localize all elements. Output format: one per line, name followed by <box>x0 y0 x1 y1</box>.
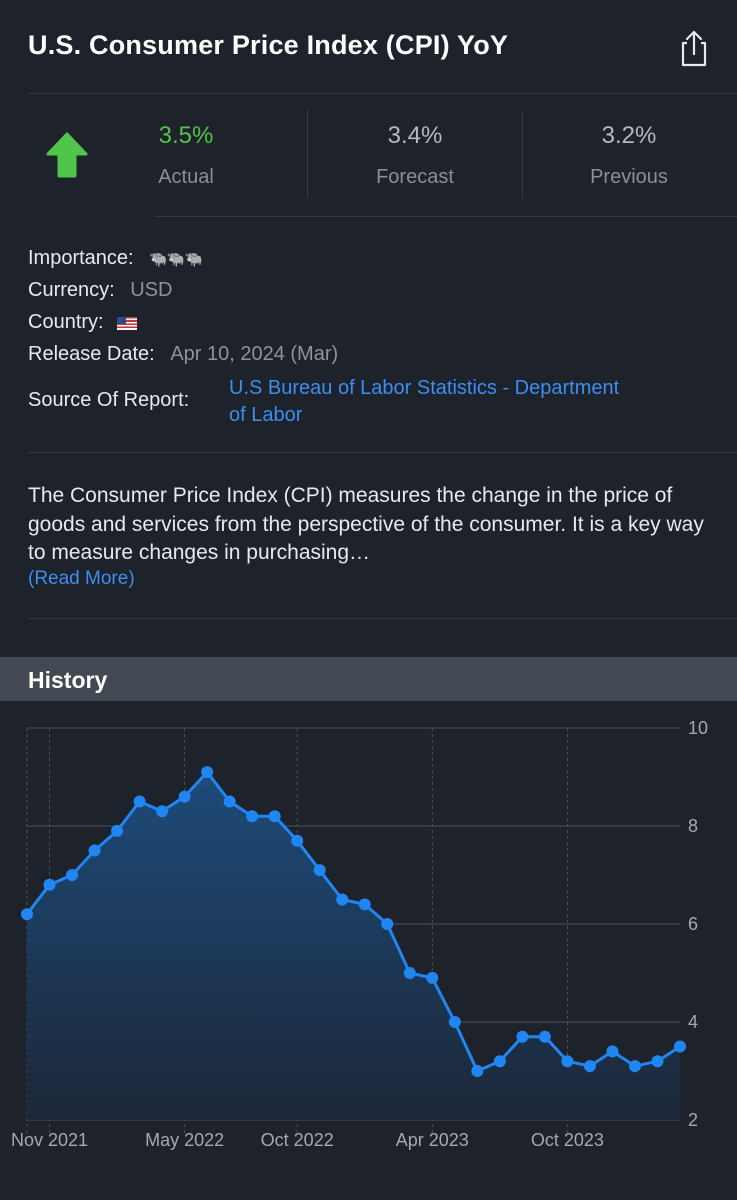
x-tick-label: Oct 2022 <box>261 1130 334 1150</box>
release-date-row: Release Date: Apr 10, 2024 (Mar) <box>28 343 338 366</box>
source-link[interactable]: U.S Bureau of Labor Statistics - Departm… <box>229 375 619 429</box>
currency-label: Currency: <box>28 279 115 301</box>
data-point <box>133 795 146 808</box>
x-tick-label: May 2022 <box>145 1130 224 1150</box>
x-tick-label: Oct 2023 <box>531 1130 604 1150</box>
details-divider <box>28 452 737 453</box>
y-tick-label: 10 <box>688 718 708 738</box>
data-point <box>448 1016 461 1028</box>
data-point <box>313 864 326 877</box>
data-point <box>471 1065 484 1077</box>
stat-divider <box>522 110 523 198</box>
release-date-value: Apr 10, 2024 (Mar) <box>170 343 339 365</box>
data-point <box>156 805 169 818</box>
bull-icon: 🐃🐃🐃 <box>149 251 203 268</box>
actual-label: Actual <box>158 166 214 188</box>
data-point <box>628 1060 641 1073</box>
data-point <box>516 1030 529 1043</box>
release-date-label: Release Date: <box>28 343 155 365</box>
forecast-stat: 3.4% Forecast <box>315 122 515 189</box>
data-point <box>403 967 416 979</box>
history-chart[interactable]: 2 4 6 8 10 Nov 2021 May 2022 Oct 2022 Apr 2023 Oc… <box>0 701 737 1200</box>
forecast-label: Forecast <box>376 166 454 188</box>
importance-label: Importance: <box>28 247 134 269</box>
data-point <box>268 810 281 823</box>
data-point <box>66 869 79 881</box>
description-text: The Consumer Price Index (CPI) measures … <box>28 484 704 564</box>
data-point <box>223 795 236 808</box>
data-point <box>651 1055 664 1068</box>
data-point <box>674 1040 686 1053</box>
stat-divider <box>307 110 308 198</box>
description-divider <box>28 618 737 619</box>
previous-stat: 3.2% Previous <box>529 122 729 189</box>
source-link-line1[interactable]: U.S Bureau of Labor Statistics - Departm… <box>229 377 620 399</box>
page-title: U.S. Consumer Price Index (CPI) YoY <box>28 30 509 60</box>
actual-value: 3.5% <box>158 122 214 149</box>
header-divider <box>28 93 737 94</box>
history-title: History <box>28 667 108 693</box>
y-tick-label: 4 <box>688 1012 698 1032</box>
data-point <box>538 1030 551 1043</box>
currency-row: Currency: USD <box>28 279 173 302</box>
country-row: Country: <box>28 311 138 334</box>
read-more-link[interactable]: (Read More) <box>28 568 135 589</box>
forecast-value: 3.4% <box>387 122 443 149</box>
x-tick-label: Nov 2021 <box>11 1130 88 1150</box>
y-tick-label: 8 <box>688 816 698 836</box>
us-flag-icon <box>117 317 138 330</box>
source-link-line2[interactable]: of Labor <box>229 404 303 426</box>
data-point <box>43 878 56 891</box>
data-point <box>493 1055 506 1068</box>
data-point <box>21 908 33 921</box>
currency-value: USD <box>130 279 173 301</box>
y-tick-label: 2 <box>688 1110 698 1130</box>
y-tick-label: 6 <box>688 914 698 934</box>
data-point <box>178 790 191 803</box>
x-tick-label: Apr 2023 <box>396 1130 469 1150</box>
previous-label: Previous <box>590 166 668 188</box>
data-point <box>291 834 304 847</box>
up-arrow-icon <box>46 132 88 178</box>
data-point <box>336 893 349 906</box>
data-point <box>88 844 101 857</box>
data-point <box>583 1060 596 1073</box>
importance-row: Importance: 🐃🐃🐃 <box>28 247 203 270</box>
stats-divider <box>155 216 737 217</box>
series-area <box>27 772 680 1120</box>
data-point <box>426 971 439 984</box>
data-point <box>111 824 124 837</box>
previous-value: 3.2% <box>601 122 657 149</box>
data-point <box>358 898 371 911</box>
data-point <box>201 766 214 779</box>
history-header: History <box>0 657 737 701</box>
data-point <box>561 1055 574 1068</box>
data-point <box>246 810 259 823</box>
actual-stat: 3.5% Actual <box>86 122 286 189</box>
country-label: Country: <box>28 311 104 333</box>
data-point <box>381 918 394 930</box>
data-point <box>606 1045 619 1058</box>
source-label: Source Of Report: <box>28 389 190 411</box>
share-icon[interactable] <box>676 28 712 68</box>
